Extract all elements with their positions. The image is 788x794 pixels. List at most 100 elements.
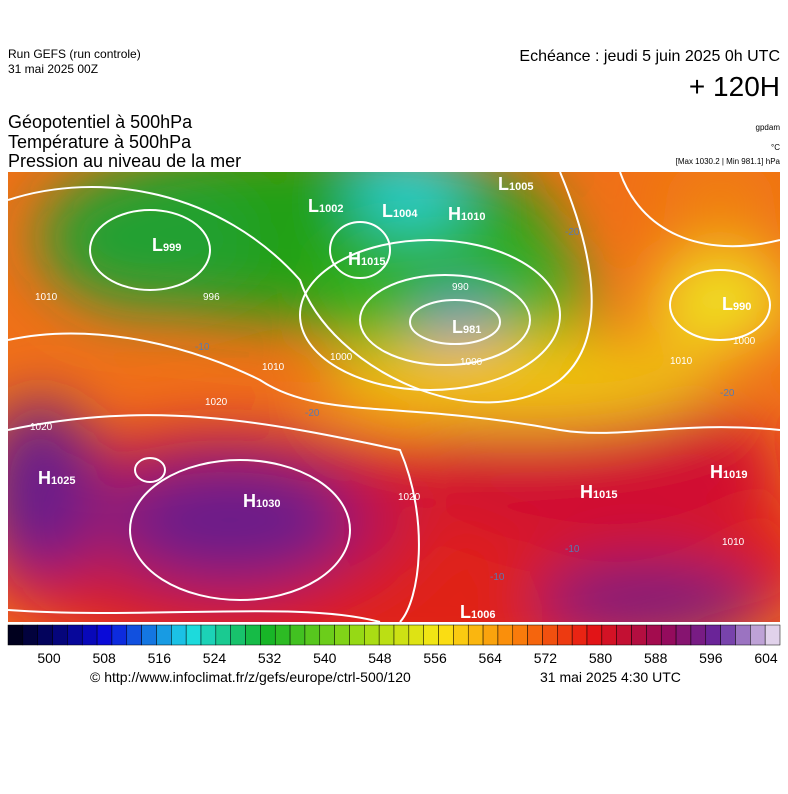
isobar-label: 1010 bbox=[670, 356, 693, 367]
color-swatch bbox=[542, 624, 558, 646]
colorbar-label: 524 bbox=[203, 650, 227, 666]
pressure-center: L1004 bbox=[382, 201, 418, 221]
color-swatch bbox=[81, 624, 98, 646]
color-swatch bbox=[245, 624, 261, 646]
color-swatch bbox=[274, 624, 291, 646]
color-swatch bbox=[750, 624, 766, 646]
color-swatch bbox=[111, 624, 128, 646]
color-swatch bbox=[364, 624, 380, 646]
unit: gpdam bbox=[756, 123, 781, 132]
color-swatch bbox=[423, 624, 439, 646]
pressure-center: H1015 bbox=[348, 249, 385, 269]
isotherm-label: -20 bbox=[305, 408, 320, 419]
color-swatch bbox=[7, 624, 24, 646]
map bbox=[8, 172, 780, 622]
colorbar-label: 580 bbox=[589, 650, 613, 666]
color-swatch bbox=[185, 624, 202, 646]
color-swatch bbox=[378, 624, 395, 646]
color-swatch bbox=[171, 624, 187, 646]
color-swatch bbox=[675, 624, 692, 646]
pressure-center: L1005 bbox=[498, 174, 533, 194]
color-swatch bbox=[304, 624, 321, 646]
color-swatch bbox=[482, 624, 499, 646]
isobar-label: 996 bbox=[203, 292, 220, 303]
pressure-center: H1015 bbox=[580, 482, 617, 502]
color-swatch bbox=[497, 624, 514, 646]
color-swatch bbox=[735, 624, 751, 646]
isobar-label: 1010 bbox=[262, 362, 285, 373]
isobar-label: 1010 bbox=[35, 292, 58, 303]
color-swatch bbox=[571, 624, 588, 646]
colorbar-label: 588 bbox=[644, 650, 668, 666]
color-swatch bbox=[67, 624, 83, 646]
color-swatch bbox=[690, 624, 707, 646]
color-swatch bbox=[334, 624, 350, 646]
colorbar-label: 516 bbox=[148, 650, 172, 666]
color-swatch bbox=[438, 624, 454, 646]
color-swatch bbox=[289, 624, 306, 646]
color-swatch bbox=[408, 624, 424, 646]
colorbar-label: 564 bbox=[479, 650, 503, 666]
pressure-center: L990 bbox=[722, 294, 751, 314]
color-swatch bbox=[616, 624, 632, 646]
color-swatch bbox=[52, 624, 68, 646]
color-swatch bbox=[527, 624, 543, 646]
color-swatch bbox=[631, 624, 647, 646]
color-swatch bbox=[512, 624, 528, 646]
color-swatch bbox=[319, 624, 335, 646]
pressure-center: H1019 bbox=[710, 462, 747, 482]
issued: 31 mai 2025 4:30 UTC bbox=[540, 669, 681, 685]
isotherm-label: -20 bbox=[565, 227, 580, 238]
field: Géopotentiel à 500hPa bbox=[8, 112, 193, 132]
isotherm-label: -10 bbox=[490, 572, 505, 583]
isotherm-label: -20 bbox=[720, 388, 735, 399]
color-swatch bbox=[215, 624, 231, 646]
color-swatch bbox=[601, 624, 617, 646]
colorbar-label: 540 bbox=[313, 650, 337, 666]
color-swatch bbox=[156, 624, 172, 646]
isobar-label: 1010 bbox=[722, 537, 745, 548]
color-swatch bbox=[200, 624, 217, 646]
isobar-label: 1000 bbox=[733, 336, 756, 347]
run-date: 31 mai 2025 00Z bbox=[8, 62, 98, 76]
colorbar-label: 532 bbox=[258, 650, 282, 666]
colorbar-label: 556 bbox=[423, 650, 447, 666]
color-swatch bbox=[557, 624, 573, 646]
color-swatch bbox=[453, 624, 469, 646]
isobar-label: 1000 bbox=[330, 352, 353, 363]
colorbar-label: 548 bbox=[368, 650, 392, 666]
colorbar-label: 572 bbox=[534, 650, 558, 666]
colorbar-label: 500 bbox=[37, 650, 61, 666]
colorbar-label: 604 bbox=[754, 650, 778, 666]
color-swatch bbox=[37, 624, 53, 646]
color-swatch bbox=[705, 624, 721, 646]
color-swatch bbox=[720, 624, 736, 646]
isobar-label: 1020 bbox=[30, 422, 53, 433]
field: Pression au niveau de la mer bbox=[8, 151, 241, 171]
color-swatch bbox=[22, 624, 38, 646]
color-swatch bbox=[260, 624, 276, 646]
isobar-label: 1000 bbox=[460, 357, 483, 368]
color-swatch bbox=[646, 624, 662, 646]
pressure-center: L999 bbox=[152, 235, 181, 255]
isotherm-label: -10 bbox=[195, 342, 210, 353]
isobar-label: 1020 bbox=[205, 397, 228, 408]
field: Température à 500hPa bbox=[8, 132, 192, 152]
color-swatch bbox=[349, 624, 365, 646]
valid-time: Echéance : jeudi 5 juin 2025 0h UTC bbox=[519, 48, 780, 65]
pressure-center: H1010 bbox=[448, 204, 485, 224]
map-labels: L1002 L1004 H1010 L1005 L999 H1015 L981 … bbox=[30, 174, 756, 622]
color-swatch bbox=[467, 624, 484, 646]
colorbar: 500 508 516 524 532 540 548 556 564 572 580 588 596 6… bbox=[7, 624, 781, 666]
isobar-label: 1020 bbox=[398, 492, 421, 503]
color-swatch bbox=[141, 624, 157, 646]
pressure-center: H1025 bbox=[38, 468, 75, 488]
pressure-center: L1006 bbox=[460, 602, 495, 622]
color-swatch bbox=[764, 624, 781, 646]
pressure-center: L981 bbox=[452, 317, 481, 337]
run: Run GEFS (run controle) bbox=[8, 47, 141, 61]
isobar-label: 990 bbox=[452, 282, 469, 293]
color-swatch bbox=[126, 624, 142, 646]
colorbar-label: 508 bbox=[92, 650, 116, 666]
